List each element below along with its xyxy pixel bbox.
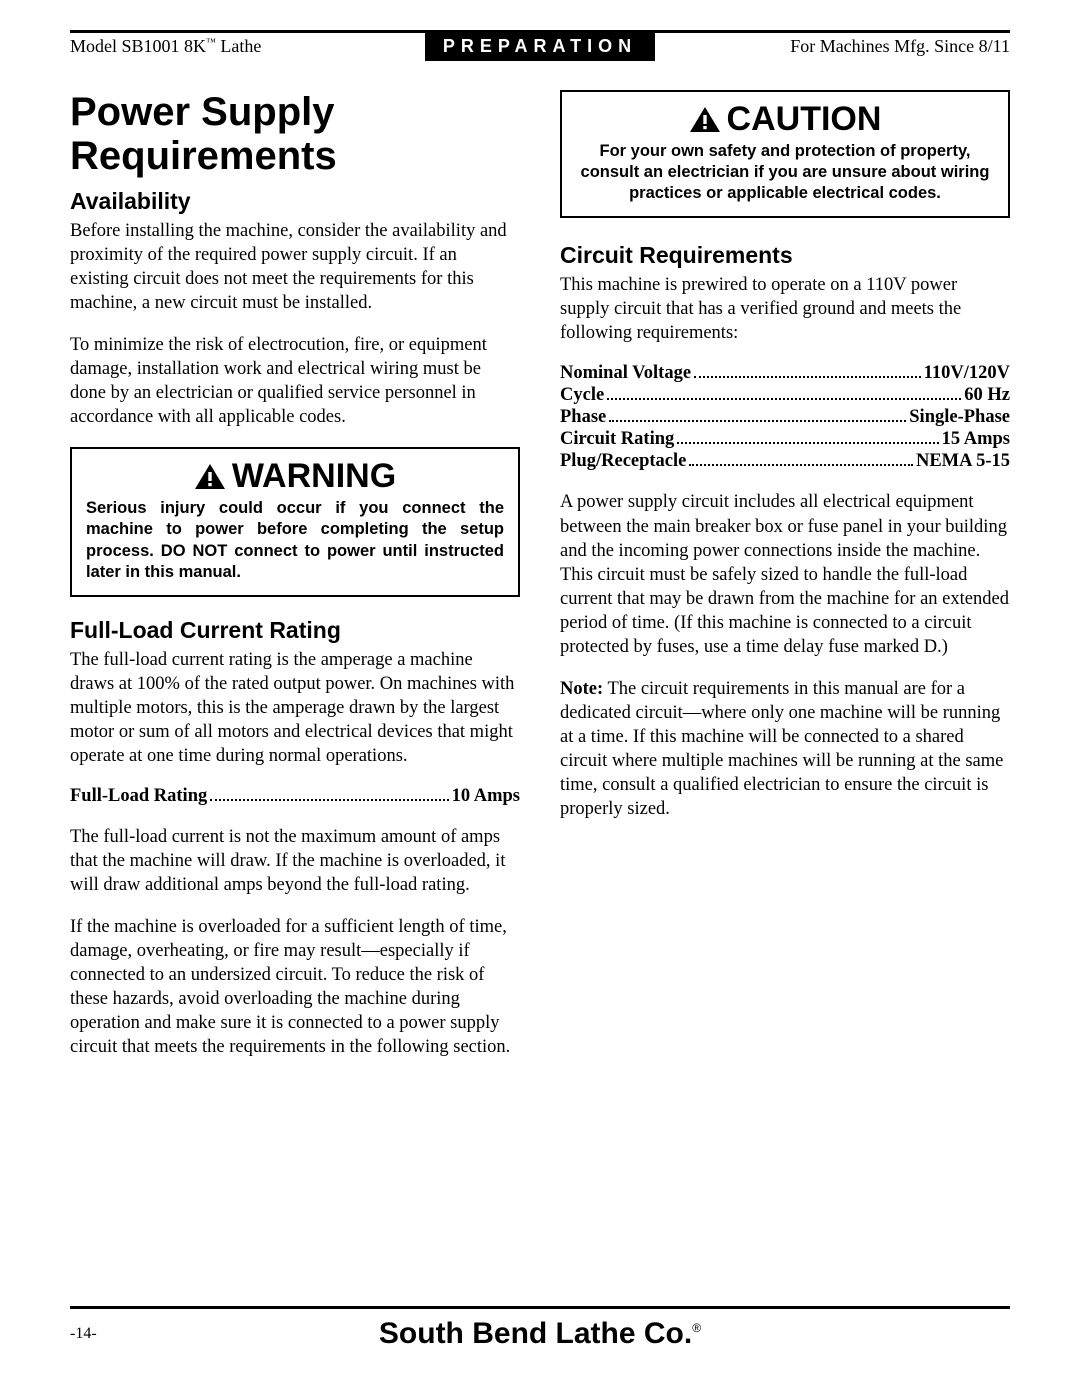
full-load-spec: Full-Load Rating 10 Amps [70, 786, 520, 807]
circuit-spec-label: Cycle [560, 385, 604, 406]
leader-dots [609, 420, 906, 422]
right-column: CAUTION For your own safety and protecti… [560, 90, 1010, 1077]
leader-dots [677, 442, 938, 444]
full-load-p2: The full-load current is not the maximum… [70, 825, 520, 897]
caution-icon [689, 106, 721, 134]
circuit-spec-value: 15 Amps [942, 429, 1010, 450]
full-load-spec-row: Full-Load Rating 10 Amps [70, 786, 520, 807]
page-header: Model SB1001 8K™ Lathe PREPARATION For M… [70, 30, 1010, 60]
leader-dots [607, 398, 961, 400]
circuit-intro: This machine is prewired to operate on a… [560, 273, 1010, 345]
main-title: Power Supply Requirements [70, 90, 520, 178]
circuit-spec-row: Phase Single-Phase [560, 407, 1010, 428]
leader-dots [210, 799, 448, 801]
header-model-prefix: Model SB1001 8K [70, 36, 206, 56]
page-number: -14- [70, 1325, 150, 1343]
circuit-spec-row: Cycle 60 Hz [560, 385, 1010, 406]
caution-title: CAUTION [727, 100, 882, 139]
warning-box: WARNING Serious injury could occur if yo… [70, 447, 520, 596]
left-column: Power Supply Requirements Availability B… [70, 90, 520, 1077]
full-load-spec-value: 10 Amps [452, 786, 520, 807]
note-body: The circuit requirements in this manual … [560, 679, 1003, 819]
circuit-spec-row: Nominal Voltage 110V/120V [560, 363, 1010, 384]
header-mfg-date: For Machines Mfg. Since 8/11 [655, 36, 1010, 57]
availability-heading: Availability [70, 188, 520, 215]
caution-title-row: CAUTION [576, 100, 994, 139]
circuit-note: Note: The circuit requirements in this m… [560, 677, 1010, 821]
circuit-p1: A power supply circuit includes all elec… [560, 490, 1010, 658]
circuit-spec-row: Circuit Rating 15 Amps [560, 429, 1010, 450]
circuit-spec-label: Plug/Receptacle [560, 451, 686, 472]
note-label: Note: [560, 679, 603, 699]
circuit-spec-label: Circuit Rating [560, 429, 674, 450]
content-columns: Power Supply Requirements Availability B… [70, 90, 1010, 1077]
circuit-specs-list: Nominal Voltage 110V/120V Cycle 60 Hz Phase S… [560, 363, 1010, 472]
page-footer: -14- South Bend Lathe Co.® [70, 1306, 1010, 1351]
circuit-spec-label: Phase [560, 407, 606, 428]
warning-title: WARNING [232, 457, 396, 496]
circuit-spec-value: NEMA 5-15 [916, 451, 1010, 472]
footer-brand: South Bend Lathe Co.® [150, 1317, 930, 1351]
circuit-spec-row: Plug/Receptacle NEMA 5-15 [560, 451, 1010, 472]
header-model-suffix: Lathe [216, 36, 261, 56]
availability-p2: To minimize the risk of electrocution, f… [70, 333, 520, 429]
footer-brand-text: South Bend Lathe Co. [379, 1317, 692, 1350]
caution-body: For your own safety and protection of pr… [576, 141, 994, 204]
caution-box: CAUTION For your own safety and protecti… [560, 90, 1010, 218]
warning-body: Serious injury could occur if you connec… [86, 498, 504, 582]
full-load-p3: If the machine is overloaded for a suffi… [70, 915, 520, 1059]
circuit-spec-value: 110V/120V [924, 363, 1010, 384]
leader-dots [689, 464, 913, 466]
availability-p1: Before installing the machine, consider … [70, 219, 520, 315]
full-load-p1: The full-load current rating is the ampe… [70, 648, 520, 768]
full-load-spec-label: Full-Load Rating [70, 786, 207, 807]
leader-dots [694, 376, 921, 378]
warning-title-row: WARNING [86, 457, 504, 496]
registered-symbol: ® [692, 1321, 701, 1335]
header-section-title: PREPARATION [425, 32, 655, 61]
header-model: Model SB1001 8K™ Lathe [70, 36, 425, 57]
full-load-heading: Full-Load Current Rating [70, 617, 520, 644]
trademark-symbol: ™ [206, 37, 216, 48]
warning-icon [194, 463, 226, 491]
circuit-heading: Circuit Requirements [560, 242, 1010, 269]
circuit-spec-label: Nominal Voltage [560, 363, 691, 384]
circuit-spec-value: Single-Phase [909, 407, 1010, 428]
circuit-spec-value: 60 Hz [964, 385, 1010, 406]
